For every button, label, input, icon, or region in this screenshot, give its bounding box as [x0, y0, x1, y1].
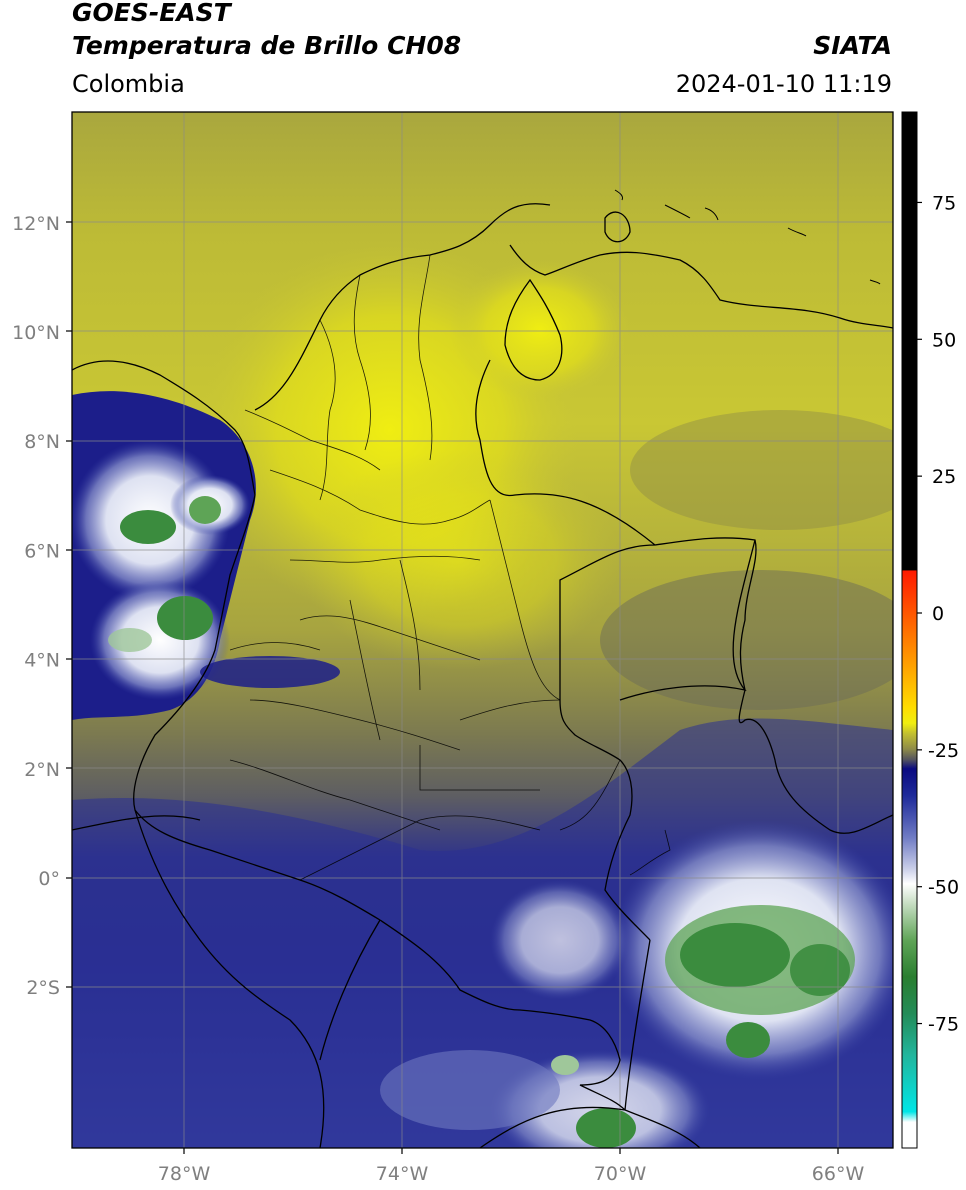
lon-label: 74°W — [376, 1163, 429, 1185]
satellite-title: GOES-EAST — [72, 0, 231, 27]
colorbar-ticks: 75 50 25 0 -25 -50 -75 — [917, 192, 959, 1036]
lat-label: 0° — [38, 868, 60, 890]
map-raster — [72, 112, 893, 1148]
map-frame — [71, 111, 894, 1149]
lat-label: 2°S — [26, 977, 60, 999]
lon-label: 78°W — [158, 1163, 211, 1185]
region-label: Colombia — [72, 70, 185, 98]
lat-label: 12°N — [12, 213, 60, 235]
lat-label: 2°N — [24, 759, 60, 781]
colorbar-tick-label: -25 — [928, 740, 959, 762]
product-title: Temperatura de Brillo CH08 — [72, 31, 462, 60]
island-outlines — [614, 189, 881, 285]
colorbar-tick-label: 0 — [932, 603, 944, 625]
lat-label: 6°N — [24, 540, 60, 562]
lon-label: 70°W — [594, 1163, 647, 1185]
lat-label: 4°N — [24, 650, 60, 672]
organization-label: SIATA — [813, 31, 892, 60]
colorbar-tick-label: -75 — [928, 1014, 959, 1036]
colorbar-tick-label: 50 — [932, 329, 956, 351]
colorbar-tick-label: -50 — [928, 877, 959, 899]
lon-label: 66°W — [812, 1163, 865, 1185]
colorbar-tick-label: 25 — [932, 466, 956, 488]
colorbar-gradient — [901, 111, 918, 1149]
timestamp-label: 2024-01-10 11:19 — [675, 70, 892, 98]
lat-label: 8°N — [24, 431, 60, 453]
axis-ticks — [66, 221, 839, 1154]
colorbar: 75 50 25 0 -25 -50 -75 — [901, 111, 959, 1149]
colorbar-tick-label: 75 — [932, 192, 956, 214]
department-borders — [229, 254, 671, 881]
longitude-labels: 78°W 74°W 70°W 66°W — [158, 1163, 865, 1185]
country-borders — [72, 203, 893, 1148]
lat-label: 10°N — [12, 322, 60, 344]
latitude-labels: 12°N 10°N 8°N 6°N 4°N 2°N 0° 2°S — [12, 213, 60, 999]
